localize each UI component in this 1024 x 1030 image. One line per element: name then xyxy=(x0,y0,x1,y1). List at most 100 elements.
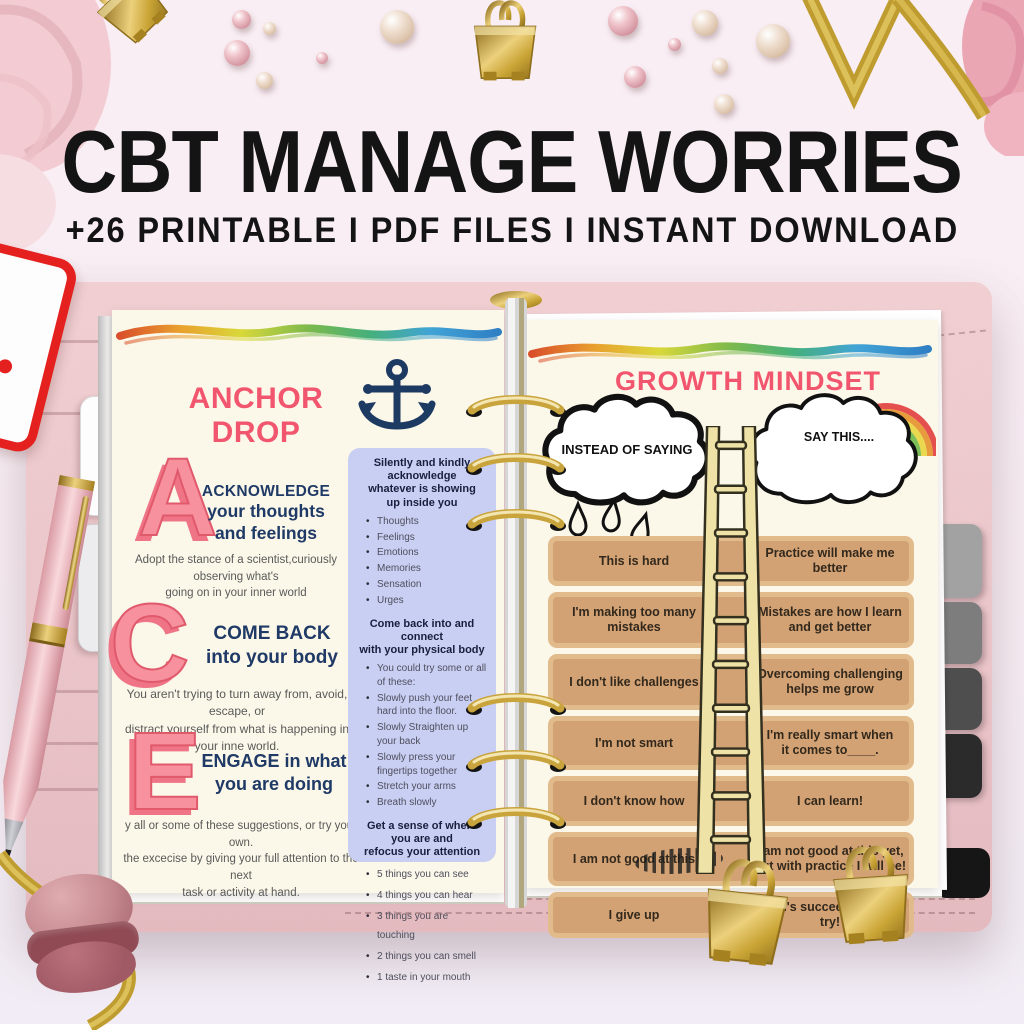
card-slot-seam xyxy=(28,788,118,791)
ladder-icon xyxy=(695,426,767,874)
pearl xyxy=(380,10,414,44)
instead-cell: I'm making too many mistakes xyxy=(572,605,696,634)
section-heading: COME BACK into your body xyxy=(196,622,348,670)
list-item: Slowly Straighten up your back xyxy=(366,721,488,749)
rainbow-scribble-icon xyxy=(528,342,932,363)
list-item: Thoughts xyxy=(366,515,488,529)
list-item: 2 things you can smell xyxy=(366,947,488,966)
letter-C: C xyxy=(109,582,190,705)
page-stack-edge xyxy=(98,316,114,896)
section-e-body: y all or some of these suggestions, or t… xyxy=(123,820,359,899)
card-slot-seam xyxy=(28,340,116,343)
pearl xyxy=(692,10,718,36)
list-item: 1 taste in your mouth xyxy=(366,968,488,987)
tag-dot xyxy=(0,357,14,375)
list-item: Feelings xyxy=(366,531,488,545)
list-item: Stretch your arms xyxy=(366,780,488,794)
pearl xyxy=(668,38,681,51)
card-slot-seam xyxy=(28,412,116,415)
table-row: I don't know how I can learn! xyxy=(548,776,914,826)
binder-rings xyxy=(466,395,566,829)
instead-cell: I'm not smart xyxy=(595,735,673,750)
say-cloud xyxy=(749,393,918,505)
page-title: CBT MANAGE WORRIES xyxy=(0,118,1024,206)
instead-cell: I don't like challenges xyxy=(569,674,699,689)
binder-clip-icon xyxy=(816,836,942,976)
subtitle-text: +26 PRINTABLE I PDF FILES I INSTANT DOWN… xyxy=(65,211,959,250)
say-cell: I can learn! xyxy=(797,793,863,808)
list-item: You could try some or all of these: xyxy=(366,662,488,690)
sidebar-heading: Get a sense of where you are and refocus… xyxy=(363,820,481,859)
ribbon xyxy=(802,0,991,120)
instead-cell: I give up xyxy=(608,907,660,922)
letter-E: E xyxy=(127,710,202,833)
section-a-body: Adopt the stance of a scientist,curiousl… xyxy=(135,554,337,600)
left-page-title: ANCHOR DROP xyxy=(188,382,324,449)
flower-top-left xyxy=(0,0,111,254)
sidebar-heading: Come back into and connect with your phy… xyxy=(359,617,485,656)
list-item: 4 things you can hear xyxy=(366,886,488,905)
list-item: 5 things you can see xyxy=(366,865,488,884)
sidebar-list: Thoughts Feelings Emotions Memories Sens… xyxy=(356,515,488,608)
instead-cell: I don't know how xyxy=(583,793,685,808)
section-heading: ENGAGE in what you are doing xyxy=(200,750,348,795)
pearl xyxy=(714,94,734,114)
say-cell: I'm really smart when it comes to____. xyxy=(766,728,894,757)
pearl xyxy=(316,52,328,64)
binder-spine xyxy=(466,291,566,908)
pearl xyxy=(224,40,250,66)
title-text: CBT MANAGE WORRIES xyxy=(61,112,963,211)
say-cell: Overcoming challenging helps me grow xyxy=(757,667,903,696)
section-c-body: You aren't trying to turn away from, avo… xyxy=(124,687,350,754)
list-item: Memories xyxy=(366,562,488,576)
list-item: Emotions xyxy=(366,546,488,560)
flower-top-right xyxy=(962,0,1024,156)
list-item: Urges xyxy=(366,594,488,608)
pearl xyxy=(608,6,638,36)
page-subtitle: +26 PRINTABLE I PDF FILES I INSTANT DOWN… xyxy=(0,211,1024,251)
pearl xyxy=(232,10,251,29)
pearl xyxy=(756,24,790,58)
index-tab xyxy=(938,602,982,664)
binder-clip-icon xyxy=(450,0,560,106)
card-slot-seam xyxy=(28,742,118,745)
table-row: I'm not smart I'm really smart when it c… xyxy=(548,716,914,770)
list-item: Breath slowly xyxy=(366,796,488,810)
sidebar-list: 5 things you can see 4 things you can he… xyxy=(356,865,488,987)
say-cell: Practice will make me better xyxy=(765,546,895,575)
section-e-heading: ENGAGE in what xyxy=(201,751,347,771)
practice-sidebar: Silently and kindly acknowledge whatever… xyxy=(348,448,496,987)
macaron xyxy=(19,867,147,1003)
say-cell: Mistakes are how I learn and get better xyxy=(758,605,902,634)
section-heading: ACKNOWLEDGE your thoughts and feelings xyxy=(192,482,340,545)
list-item: Slowly push your feet hard into the floo… xyxy=(366,692,488,720)
letter-A: A xyxy=(137,436,218,559)
say-cloud-label: SAY THIS.... xyxy=(803,430,875,444)
card-slot-seam xyxy=(28,690,118,693)
pearl xyxy=(256,72,273,89)
list-item: Sensation xyxy=(366,578,488,592)
say-cell: I am not good at this yet, but with prac… xyxy=(754,844,907,873)
binder-clip-icon xyxy=(70,0,180,100)
right-page-title: GROWTH MINDSET xyxy=(615,366,881,396)
section-a-heading: ACKNOWLEDGE xyxy=(201,483,331,500)
section-c-subheading: into your body xyxy=(206,646,338,668)
pearl xyxy=(624,66,646,88)
index-tab xyxy=(938,524,982,598)
sidebar-list: You could try some or all of these: Slow… xyxy=(356,662,488,810)
sidebar-heading: Silently and kindly acknowledge whatever… xyxy=(368,457,476,509)
instead-cell: This is hard xyxy=(598,553,670,568)
list-item: Slowly press your fingertips together xyxy=(366,751,488,779)
section-e-subheading: you are doing xyxy=(214,773,333,794)
index-tab xyxy=(938,668,982,730)
rainbow-scribble-icon xyxy=(116,324,502,345)
list-item: 3 things you are touching xyxy=(366,907,488,945)
instead-cloud-label: INSTEAD OF SAYING xyxy=(561,442,693,457)
pearl xyxy=(712,58,728,74)
section-a-subheading: your thoughts and feelings xyxy=(207,501,325,544)
binder-clip-icon xyxy=(684,846,814,996)
anchor-icon xyxy=(358,359,436,430)
section-c-heading: COME BACK xyxy=(213,623,331,644)
pearl xyxy=(263,22,276,35)
